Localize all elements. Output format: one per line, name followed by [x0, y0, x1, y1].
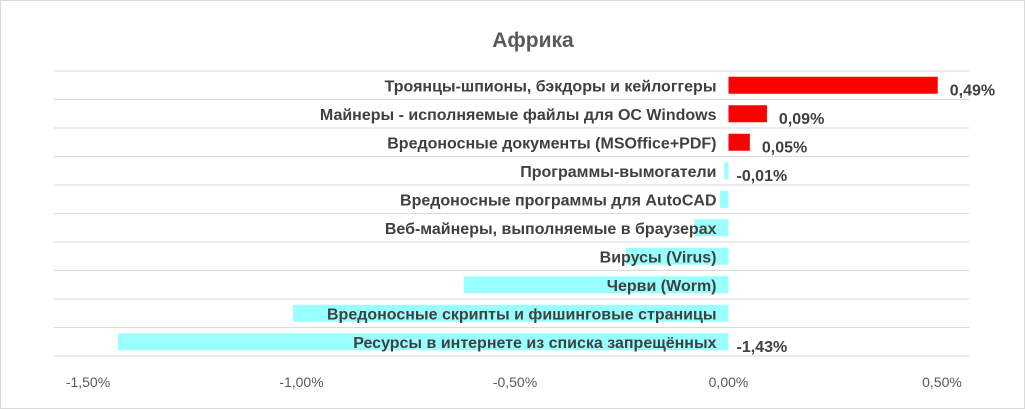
bar — [694, 219, 729, 237]
bar — [724, 162, 729, 180]
chart-title: Африка — [492, 29, 574, 52]
bar-layer — [117, 76, 938, 351]
category-label: Майнеры - исполняемые файлы для ОС Windo… — [320, 107, 717, 124]
category-label: Вредоносные документы (MSOffice+PDF) — [387, 135, 716, 152]
category-label: Ресурсы в интернете из списка запрещённы… — [353, 335, 716, 352]
x-tick-label: 0,50% — [922, 374, 962, 390]
bar — [626, 247, 729, 265]
data-label: 0,05% — [762, 139, 807, 156]
bar — [728, 105, 767, 123]
category-label: Вирусы (Virus) — [600, 249, 717, 266]
data-label: -1,43% — [737, 339, 788, 356]
bar — [463, 276, 729, 294]
category-label: Черви (Worm) — [607, 278, 717, 295]
x-tick-label: 0,00% — [709, 374, 749, 390]
category-label: Вредоносные программы для AutoCAD — [400, 192, 716, 209]
bar — [719, 190, 729, 208]
x-tick-label: -1,50% — [66, 374, 110, 390]
label-layer: Троянцы-шпионы, бэкдоры и кейлоггеры 0,49… — [320, 78, 995, 356]
x-axis-ticks: -1,50% -1,00% -0,50% 0,00% 0,50% — [66, 374, 962, 390]
grid-layer — [54, 70, 969, 357]
data-label: 0,09% — [779, 111, 824, 128]
bar — [117, 333, 729, 351]
x-tick-label: -1,00% — [279, 374, 323, 390]
x-tick-label: -0,50% — [493, 374, 537, 390]
category-label: Веб-майнеры, выполняемые в браузерах — [385, 221, 717, 238]
data-label: -0,01% — [737, 168, 788, 185]
bar — [292, 304, 729, 322]
data-label: 0,49% — [950, 82, 995, 99]
bar — [728, 133, 750, 151]
category-label: Троянцы-шпионы, бэкдоры и кейлоггеры — [385, 78, 717, 95]
category-label: Программы-вымогатели — [520, 164, 716, 181]
category-label: Вредоносные скрипты и фишинговые страниц… — [327, 306, 717, 323]
bar — [728, 76, 938, 94]
